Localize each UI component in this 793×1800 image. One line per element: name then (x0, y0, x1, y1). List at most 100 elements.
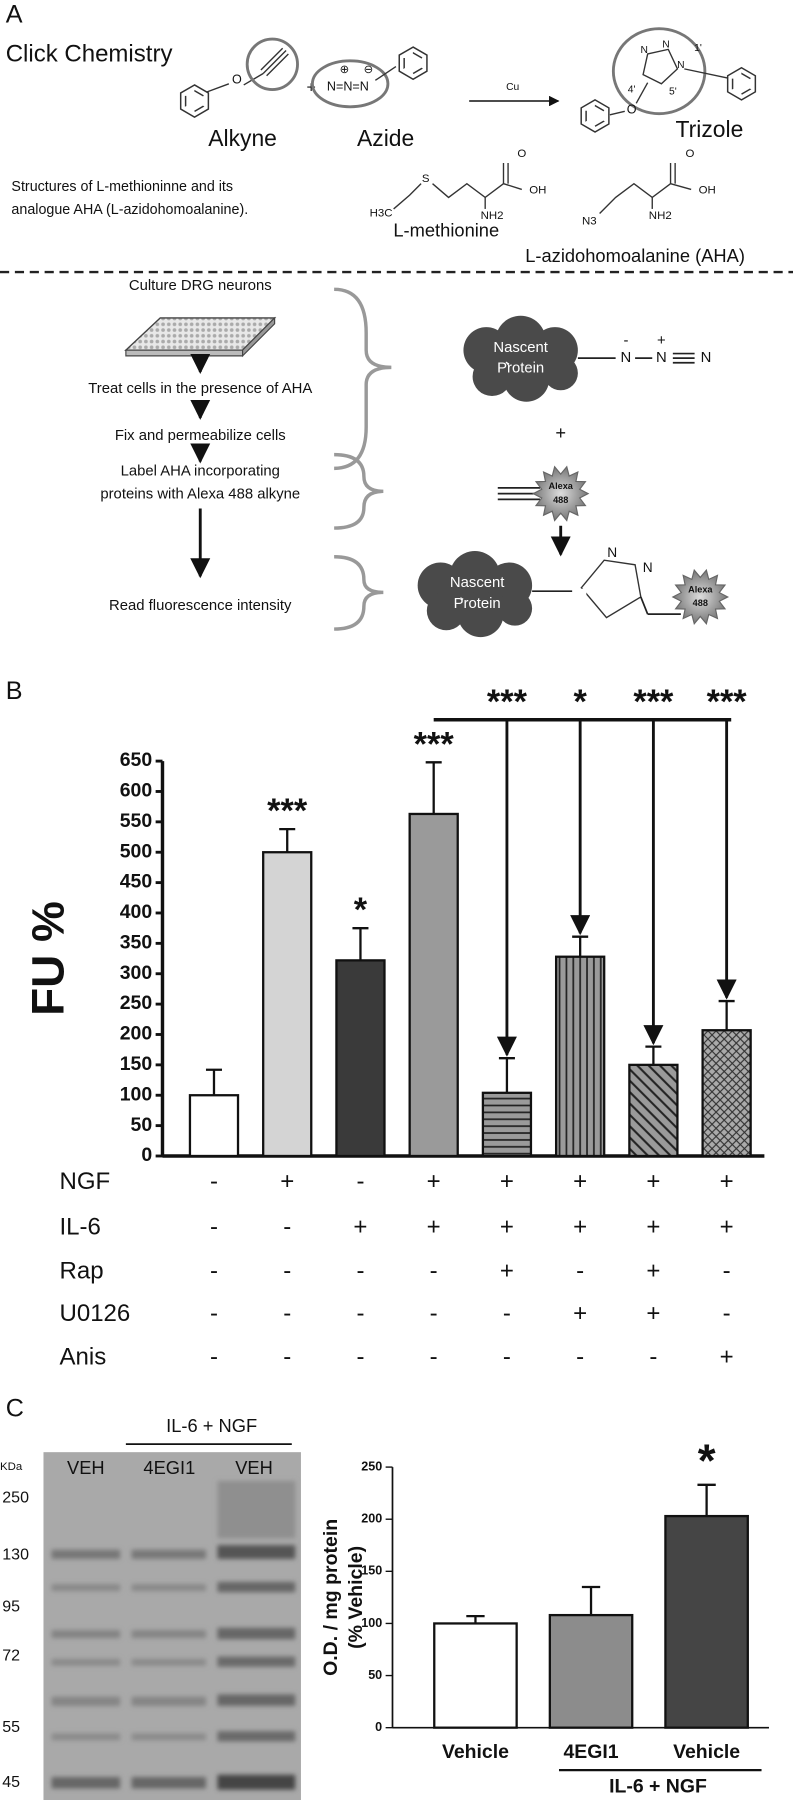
atom-label: O (686, 148, 695, 160)
dye-label: 488 (553, 495, 568, 505)
atom-label: O (627, 103, 637, 117)
treatment-sign: - (503, 1343, 511, 1370)
y-tick-label: 500 (120, 840, 153, 862)
bar (554, 955, 606, 1158)
y-tick-label: 200 (361, 1512, 382, 1526)
alkyne-structure: O (179, 37, 299, 118)
dye-star (531, 465, 590, 522)
dye-star (671, 568, 730, 626)
atom-label: N (662, 39, 669, 50)
azide-structure: N=N=N ⊕ ⊖ (310, 46, 428, 109)
panel-label: B (6, 677, 23, 705)
star-shape (671, 568, 730, 626)
treatment-sign: + (280, 1168, 294, 1195)
marker-label: 72 (2, 1647, 20, 1665)
treatment-sign: - (210, 1168, 218, 1195)
atom-label: N (607, 545, 617, 560)
treatment-sign: - (210, 1300, 218, 1327)
workflow-step: Culture DRG neurons (129, 278, 272, 294)
unit-label: KDa (0, 1461, 23, 1473)
y-axis-label: O.D. / mg protein (320, 1519, 342, 1676)
plus-sign: + (555, 422, 566, 443)
y-tick-label: 250 (120, 992, 153, 1014)
protein-label: Nascent (450, 575, 505, 591)
y-tick-label: 400 (120, 901, 153, 923)
blot-labels: 250 130 95 72 55 45 VEH 4EGI1 VEH (2, 1457, 273, 1791)
y-tick-label: 150 (361, 1564, 382, 1578)
treatment-sign: + (573, 1214, 587, 1241)
marker-label: 95 (2, 1597, 20, 1615)
atom-label: N3 (582, 216, 597, 228)
treatment-sign: + (646, 1168, 660, 1195)
culture-plate (124, 316, 277, 358)
atom-label: O (517, 148, 526, 160)
y-tick-label: 0 (141, 1144, 152, 1166)
treatment-name: U0126 (60, 1300, 131, 1327)
x-tick-label: 4EGI1 (563, 1741, 618, 1763)
western-blot (43, 1452, 301, 1800)
group-label: IL-6 + NGF (609, 1775, 707, 1797)
bar (628, 1063, 679, 1158)
treatment-sign: - (723, 1300, 731, 1327)
significance-label: *** (267, 792, 308, 830)
y-tick-label: 450 (120, 871, 153, 893)
bar (664, 1514, 749, 1729)
lane-label: VEH (235, 1457, 273, 1478)
treatment-sign: + (720, 1168, 734, 1195)
x-tick-label: Vehicle (442, 1741, 509, 1763)
caption-line: analogue AHA (L-azidohomoalanine). (11, 202, 248, 218)
charge-label: ⊖ (364, 64, 374, 76)
treatment-sign: - (356, 1257, 364, 1284)
treatment-sign: + (500, 1214, 514, 1241)
protein-blob: Nascent Protein (463, 315, 578, 402)
bond (640, 596, 649, 615)
dye-label: Alexa (549, 481, 574, 491)
treatment-sign: - (430, 1257, 438, 1284)
bar (335, 959, 386, 1158)
treatment-sign: - (503, 1300, 511, 1327)
scheme-title: Click Chemistry (6, 40, 173, 67)
star-shape (531, 465, 590, 522)
atom-label: N (641, 45, 648, 56)
treatment-name: NGF (60, 1168, 111, 1195)
compound-label: L-methionine (393, 220, 499, 241)
y-tick-label: 250 (361, 1459, 382, 1473)
triazole-structure: N N N 1' 4' 5' O (580, 27, 757, 133)
workflow-step: Treat cells in the presence of AHA (88, 381, 312, 397)
triazole-ring (580, 559, 642, 619)
atom-label: NH2 (481, 210, 504, 222)
marker-label: 55 (2, 1718, 20, 1736)
treatment-sign: + (646, 1214, 660, 1241)
treatment-sign: + (500, 1257, 514, 1284)
treatment-sign: + (500, 1168, 514, 1195)
significance-label: *** (414, 725, 455, 763)
treatment-sign: - (649, 1343, 657, 1370)
lane-label: 4EGI1 (143, 1457, 195, 1478)
treatment-sign: + (427, 1168, 441, 1195)
treatment-sign: - (576, 1257, 584, 1284)
treatment-sign: - (283, 1257, 291, 1284)
bar (433, 1622, 518, 1729)
marker-label: 250 (2, 1488, 29, 1506)
dye-label: Alexa (688, 584, 713, 594)
treatment-name: IL-6 (60, 1214, 101, 1241)
bar (262, 851, 313, 1158)
treatment-sign: + (353, 1214, 367, 1241)
marker-label: 45 (2, 1773, 20, 1791)
treatment-sign: + (573, 1168, 587, 1195)
workflow-step: proteins with Alexa 488 alkyne (100, 487, 300, 503)
brace (334, 452, 384, 530)
bar-chart: 0 50 100 150 200 250 300 350 400 450 500 550 600 650 *… (23, 683, 765, 1370)
x-tick-label: Vehicle (673, 1741, 740, 1763)
treatment-sign: - (283, 1343, 291, 1370)
atom-label: NH2 (649, 210, 672, 222)
comparison-label: *** (707, 683, 748, 721)
treatment-sign: + (720, 1214, 734, 1241)
y-tick-label: 100 (361, 1616, 382, 1630)
treatment-sign: - (283, 1214, 291, 1241)
atom-label: N (643, 560, 653, 575)
workflow-step: Read fluorescence intensity (109, 598, 292, 614)
protein-label: Nascent (493, 340, 548, 356)
dye-label: 488 (693, 598, 708, 608)
group-label: IL-6 + NGF (166, 1415, 257, 1436)
